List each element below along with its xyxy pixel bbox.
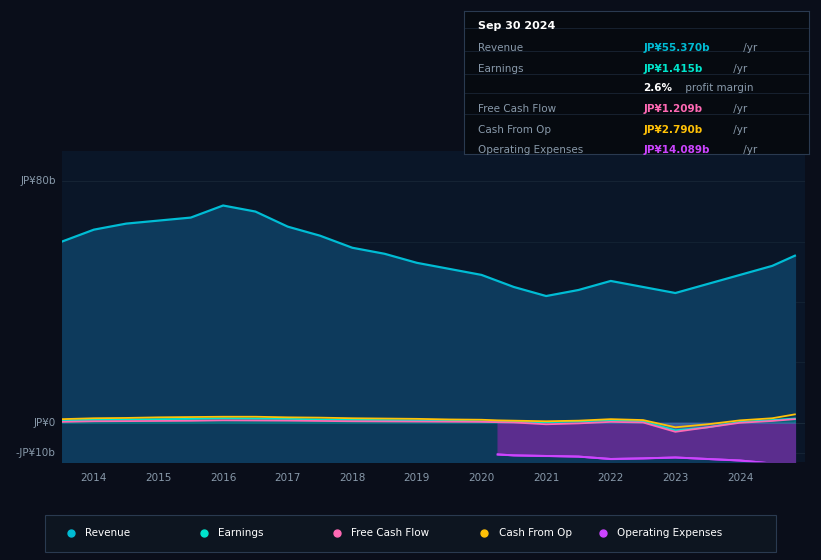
Text: JP¥80b: JP¥80b xyxy=(21,176,56,186)
Text: 2021: 2021 xyxy=(533,473,559,483)
Text: JP¥2.790b: JP¥2.790b xyxy=(643,125,703,136)
Text: JP¥1.209b: JP¥1.209b xyxy=(643,104,702,114)
Text: Revenue: Revenue xyxy=(85,529,131,538)
Text: Free Cash Flow: Free Cash Flow xyxy=(351,529,429,538)
Text: /yr: /yr xyxy=(740,43,757,53)
Text: 2019: 2019 xyxy=(404,473,430,483)
Text: 2024: 2024 xyxy=(727,473,753,483)
Text: Cash From Op: Cash From Op xyxy=(499,529,572,538)
Text: /yr: /yr xyxy=(730,64,747,74)
Text: Earnings: Earnings xyxy=(478,64,523,74)
Text: JP¥0: JP¥0 xyxy=(34,418,56,428)
Text: 2017: 2017 xyxy=(274,473,300,483)
Text: 2014: 2014 xyxy=(80,473,107,483)
Text: 2016: 2016 xyxy=(210,473,236,483)
Text: 2020: 2020 xyxy=(469,473,495,483)
Text: JP¥14.089b: JP¥14.089b xyxy=(643,146,709,156)
Text: Free Cash Flow: Free Cash Flow xyxy=(478,104,556,114)
Text: 2018: 2018 xyxy=(339,473,365,483)
Text: /yr: /yr xyxy=(730,104,747,114)
Text: /yr: /yr xyxy=(730,125,747,136)
Text: /yr: /yr xyxy=(740,146,757,156)
Text: Earnings: Earnings xyxy=(218,529,264,538)
Text: -JP¥10b: -JP¥10b xyxy=(16,448,56,458)
Text: 2015: 2015 xyxy=(145,473,172,483)
Text: 2022: 2022 xyxy=(598,473,624,483)
Text: Sep 30 2024: Sep 30 2024 xyxy=(478,21,555,31)
Text: Revenue: Revenue xyxy=(478,43,523,53)
Text: Cash From Op: Cash From Op xyxy=(478,125,551,136)
Text: 2023: 2023 xyxy=(663,473,689,483)
Text: Operating Expenses: Operating Expenses xyxy=(478,146,583,156)
Text: JP¥55.370b: JP¥55.370b xyxy=(643,43,710,53)
Text: profit margin: profit margin xyxy=(681,83,754,92)
Text: 2.6%: 2.6% xyxy=(643,83,672,92)
Text: Operating Expenses: Operating Expenses xyxy=(617,529,722,538)
Text: JP¥1.415b: JP¥1.415b xyxy=(643,64,703,74)
FancyBboxPatch shape xyxy=(45,515,777,552)
